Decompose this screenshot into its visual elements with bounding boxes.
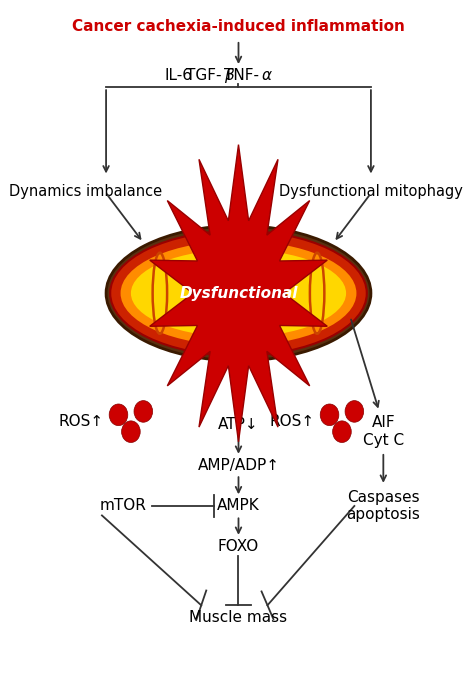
Text: TNF-: TNF-	[224, 67, 259, 82]
Text: Cancer cachexia-induced inflammation: Cancer cachexia-induced inflammation	[72, 19, 405, 34]
Ellipse shape	[110, 231, 367, 355]
Ellipse shape	[134, 400, 153, 422]
Text: α: α	[261, 67, 271, 82]
Text: Muscle mass: Muscle mass	[190, 610, 288, 625]
Text: Dynamics imbalance: Dynamics imbalance	[9, 185, 162, 200]
Text: β: β	[224, 67, 234, 82]
Text: IL-6: IL-6	[164, 67, 192, 82]
Ellipse shape	[345, 400, 364, 422]
Text: FOXO: FOXO	[218, 539, 259, 554]
Text: TGF-: TGF-	[186, 67, 222, 82]
Text: ROS↑: ROS↑	[59, 414, 104, 429]
Text: Caspases
apoptosis: Caspases apoptosis	[346, 490, 420, 522]
Ellipse shape	[109, 404, 128, 426]
Text: ATP↓: ATP↓	[218, 417, 259, 432]
Text: mTOR: mTOR	[99, 498, 146, 513]
Ellipse shape	[131, 249, 346, 337]
Ellipse shape	[333, 421, 351, 443]
Text: AMP/ADP↑: AMP/ADP↑	[198, 458, 280, 473]
Ellipse shape	[120, 241, 356, 345]
Text: ROS↑: ROS↑	[270, 414, 315, 429]
Text: Dysfunctional: Dysfunctional	[179, 286, 298, 301]
Ellipse shape	[106, 225, 371, 361]
Text: AMPK: AMPK	[217, 498, 260, 513]
Polygon shape	[150, 144, 327, 442]
Ellipse shape	[320, 404, 339, 426]
Ellipse shape	[122, 421, 140, 443]
Text: Dysfunctional mitophagy: Dysfunctional mitophagy	[279, 185, 463, 200]
Text: AIF
Cyt C: AIF Cyt C	[363, 415, 404, 448]
